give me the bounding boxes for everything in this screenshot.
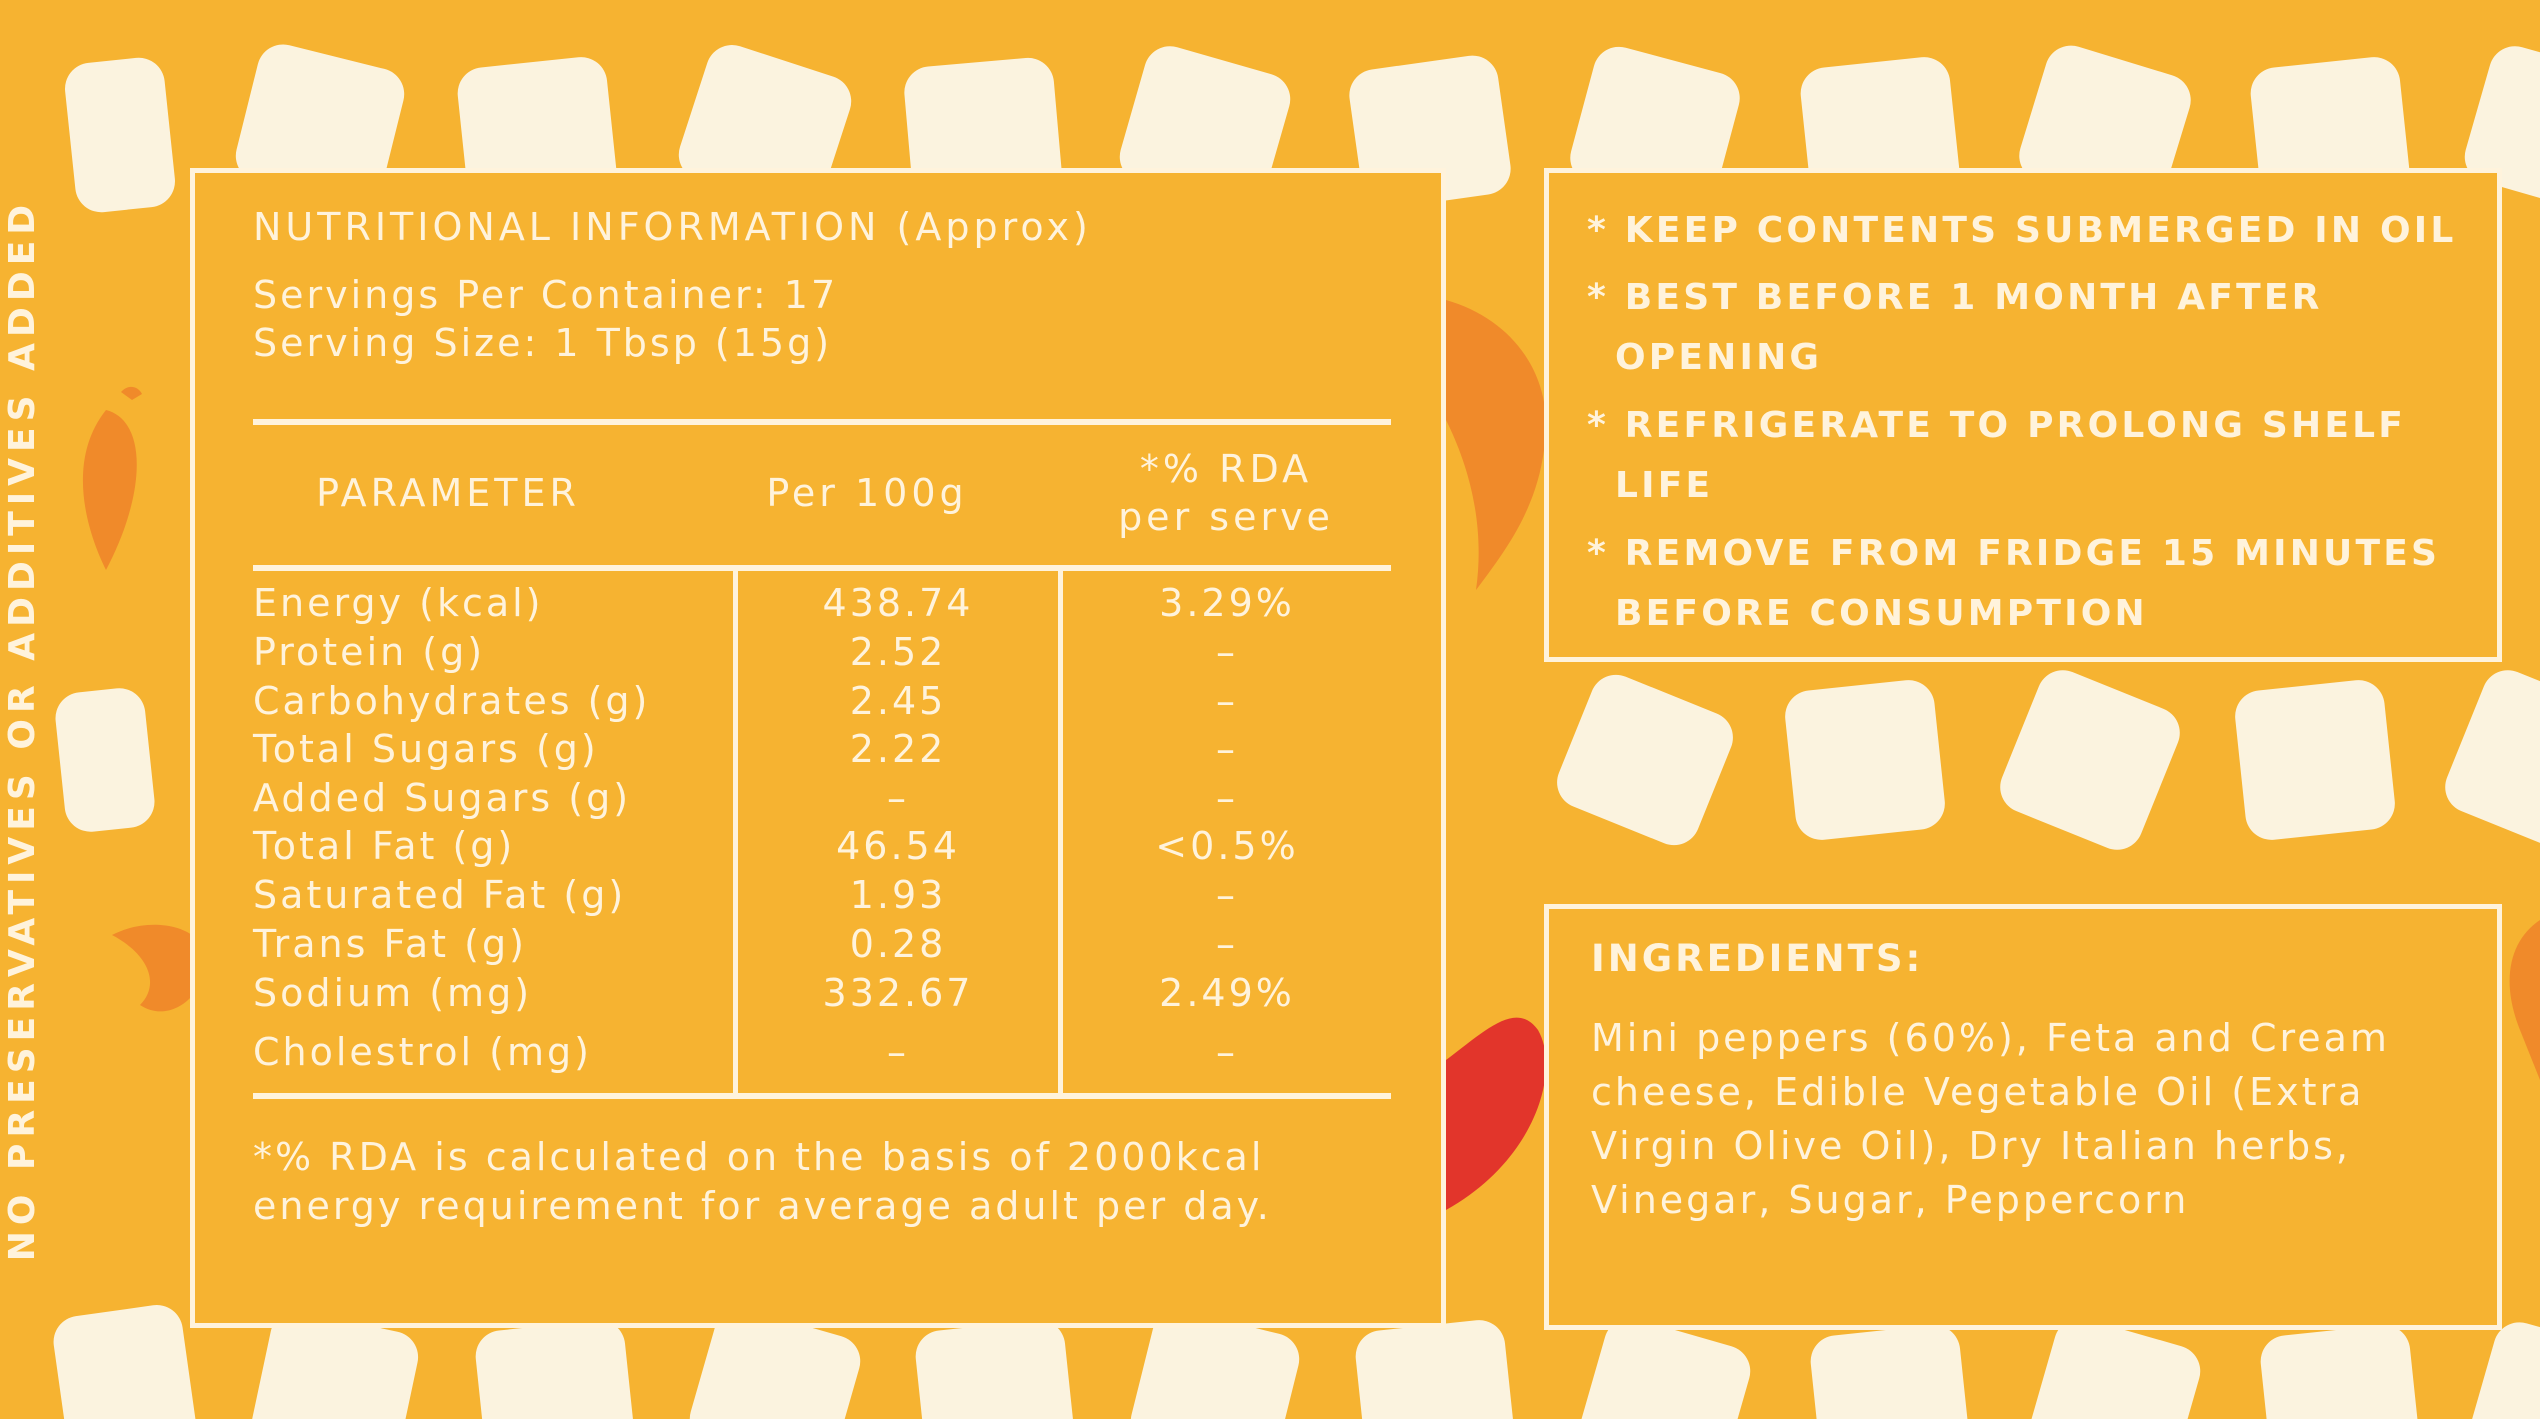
rda-value: – <box>1216 679 1238 723</box>
pepper-decoration-icon <box>1446 1017 1547 1210</box>
rda-value: <0.5% <box>1155 824 1299 868</box>
rda-value: – <box>1216 776 1238 820</box>
ingredients-title: INGREDIENTS: <box>1591 937 1924 980</box>
per-100g-value: 438.74 <box>822 581 974 625</box>
cheese-cube-decoration <box>1549 667 1741 853</box>
per-100g-value: 2.45 <box>849 679 947 723</box>
rda-value: – <box>1216 630 1238 674</box>
nutrient-label: Added Sugars (g) <box>253 776 632 820</box>
rda-value: 3.29% <box>1159 581 1295 625</box>
cheese-cube-decoration <box>2437 662 2540 858</box>
ingredients-text: Mini peppers (60%), Feta and Cream chees… <box>1591 1016 2390 1222</box>
cheese-cube-decoration <box>1353 1317 1517 1419</box>
nutrient-label: Saturated Fat (g) <box>253 873 627 917</box>
nutrient-label: Protein (g) <box>253 630 486 674</box>
rda-footnote: *% RDA is calculated on the basis of 200… <box>253 1135 1272 1228</box>
rda-value: – <box>1216 727 1238 771</box>
pepper-decoration-icon <box>2509 920 2540 1080</box>
cheese-cube-decoration <box>62 55 178 215</box>
per-100g-value: – <box>887 1030 909 1074</box>
nutrition-panel: NUTRITIONAL INFORMATION (Approx) Serving… <box>190 168 1446 1328</box>
rda-value: 2.49% <box>1159 971 1295 1015</box>
cheese-cube-decoration <box>2258 1322 2422 1419</box>
servings-per-container: Servings Per Container: 17 <box>253 273 839 317</box>
cheese-cube-decoration <box>1808 1322 1972 1419</box>
serving-size: Serving Size: 1 Tbsp (15g) <box>253 321 833 365</box>
rda-value: – <box>1216 873 1238 917</box>
ingredients-panel: INGREDIENTS: Mini peppers (60%), Feta an… <box>1544 904 2502 1330</box>
side-banner: NO PRESERVATIVES OR ADDITIVES ADDED <box>2 198 43 1262</box>
cheese-cube-decoration <box>1782 677 1948 843</box>
per-100g-value: – <box>887 776 909 820</box>
table-bottom-rule <box>253 1093 1391 1099</box>
cheese-cube-decoration <box>2463 1316 2540 1419</box>
per-100g-value: 1.93 <box>849 873 947 917</box>
table-column-divider <box>733 565 738 1093</box>
table-header-rule <box>253 565 1391 571</box>
nutrient-label: Cholestrol (mg) <box>253 1030 592 1074</box>
cheese-cube-decoration <box>2232 677 2398 843</box>
cheese-cube-decoration <box>913 1317 1077 1419</box>
table-top-rule <box>253 419 1391 425</box>
header-parameter: PARAMETER <box>316 471 580 515</box>
nutrient-label: Carbohydrates (g) <box>253 679 651 723</box>
cheese-cube-decoration <box>50 1301 200 1419</box>
nutrient-label: Energy (kcal) <box>253 581 544 625</box>
pepper-decoration-icon <box>112 924 206 1012</box>
cheese-cube-decoration <box>1992 662 2188 858</box>
table-column-divider <box>1058 565 1063 1093</box>
rda-value: – <box>1216 922 1238 966</box>
header-rda-line2: per serve <box>1118 495 1334 539</box>
storage-instruction: * REFRIGERATE TO PROLONG SHELF LIFE <box>1587 405 2407 506</box>
pepper-decoration-icon <box>82 386 142 570</box>
per-100g-value: 2.22 <box>849 727 947 771</box>
per-100g-value: 0.28 <box>849 922 947 966</box>
per-100g-value: 46.54 <box>836 824 960 868</box>
cheese-cube-decoration <box>52 685 158 835</box>
header-per-100g: Per 100g <box>766 471 968 515</box>
nutrient-label: Trans Fat (g) <box>253 922 527 966</box>
pepper-decoration-icon <box>1446 300 1547 590</box>
nutrient-label: Total Fat (g) <box>253 824 516 868</box>
per-100g-value: 332.67 <box>822 971 974 1015</box>
storage-instruction: * BEST BEFORE 1 MONTH AFTER OPENING <box>1587 277 2323 378</box>
header-rda-line1: *% RDA <box>1139 447 1313 491</box>
storage-instruction: * REMOVE FROM FRIDGE 15 MINUTES BEFORE C… <box>1587 533 2441 634</box>
per-100g-value: 2.52 <box>849 630 947 674</box>
rda-value: – <box>1216 1030 1238 1074</box>
nutrient-label: Sodium (mg) <box>253 971 533 1015</box>
nutrient-label: Total Sugars (g) <box>253 727 599 771</box>
storage-instructions-panel: * KEEP CONTENTS SUBMERGED IN OIL * BEST … <box>1544 168 2502 662</box>
cheese-cube-decoration <box>473 1317 637 1419</box>
storage-instruction: * KEEP CONTENTS SUBMERGED IN OIL <box>1587 210 2457 251</box>
nutrition-title: NUTRITIONAL INFORMATION (Approx) <box>253 205 1092 249</box>
